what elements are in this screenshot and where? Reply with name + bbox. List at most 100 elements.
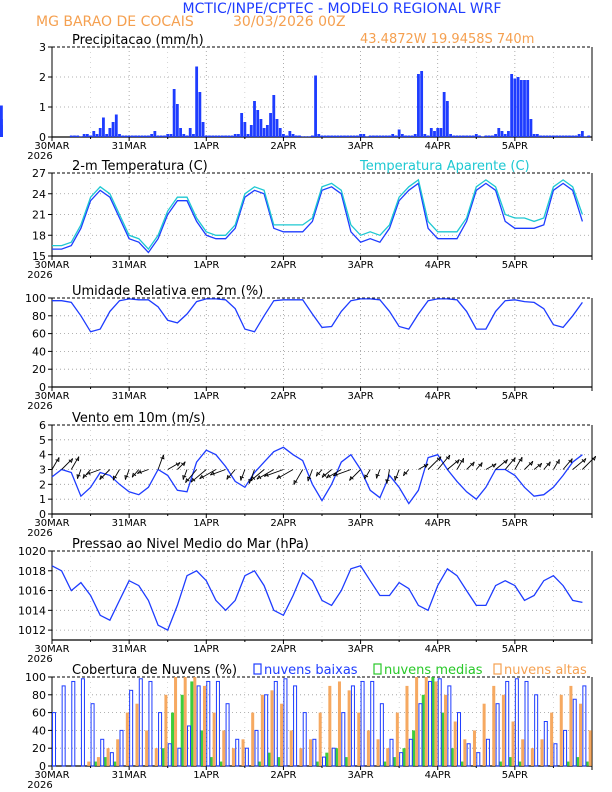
wind-arrow <box>572 458 587 470</box>
precip-bar <box>285 135 289 137</box>
precip-bar <box>397 129 401 137</box>
wind-arrow-head <box>263 472 269 478</box>
cloud-bar-mid <box>392 757 396 766</box>
precip-bar <box>211 135 215 137</box>
y-tick-label: 100 <box>25 671 46 684</box>
cloud-bar-low <box>235 738 240 767</box>
cloud-bar-high <box>145 730 149 766</box>
precip-bar <box>246 134 250 137</box>
precip-bar <box>105 134 109 137</box>
x-tick-label: 30MAR <box>34 518 69 529</box>
wind-arrow <box>185 469 197 483</box>
wind-arrow-head <box>394 475 399 481</box>
cloud-bar-high <box>579 703 583 766</box>
cloud-bar-low <box>71 680 76 767</box>
cloud-bar-high <box>260 694 264 766</box>
precip-bar <box>188 128 192 137</box>
x-tick-label: 30MAR <box>34 770 69 781</box>
wind-arrow-head <box>55 457 60 463</box>
precip-bar <box>156 135 160 137</box>
x-tick-label: 3APR <box>347 141 373 152</box>
precip-bar <box>307 136 311 137</box>
legend-swatch <box>493 663 502 675</box>
precip-bar <box>465 135 469 137</box>
x-tick-label: 4APR <box>425 518 451 529</box>
header-run: 30/03/2026 00Z <box>233 14 346 30</box>
header-location: MG BARAO DE COCAIS <box>36 14 194 30</box>
wind-arrow-head <box>99 474 104 480</box>
y-tick-label: 40 <box>32 345 46 358</box>
wind-arrow-head <box>239 475 244 481</box>
precip-bar <box>455 135 459 137</box>
precip-bar <box>147 135 150 137</box>
precip-bar <box>561 135 565 137</box>
y-tick-label: 1014 <box>18 604 46 617</box>
precip-bar <box>449 134 452 137</box>
precip-bar <box>420 71 424 137</box>
precip-bar <box>108 128 112 137</box>
y-tick-label: 24 <box>32 188 46 201</box>
precip-bar <box>73 135 76 137</box>
cloud-bar-high <box>164 694 168 766</box>
y-tick-label: 21 <box>32 209 46 222</box>
cloud-bar-high <box>386 748 390 766</box>
cloud-bar-low <box>322 756 327 767</box>
precip-bar <box>548 135 552 137</box>
cloud-bar-high <box>87 761 91 766</box>
precip-bar <box>545 135 549 137</box>
wind-arrow-head <box>403 471 408 476</box>
wind-arrow-head <box>332 472 338 477</box>
precip-bar <box>513 78 517 137</box>
cloud-bar-mid <box>460 761 464 766</box>
precip-bar <box>503 134 507 137</box>
precip-bar <box>320 135 324 137</box>
cloud-bar-low <box>418 703 423 767</box>
precip-bar <box>159 135 163 137</box>
y-tick-label: 0 <box>39 760 46 773</box>
wind-arrow <box>61 458 73 470</box>
cloud-bar-low <box>138 678 143 767</box>
precip-bar <box>182 134 186 137</box>
wind-arrow <box>51 457 60 470</box>
y-tick-label: 0 <box>39 131 46 144</box>
x-tick-label: 31MAR <box>112 518 147 529</box>
x-tick-label: 30MAR <box>34 391 69 402</box>
cloud-bar-low <box>158 712 163 767</box>
x-tick-label: 31MAR <box>112 644 147 655</box>
precip-bar <box>85 134 89 137</box>
precip-bar <box>388 135 391 137</box>
wind-arrow-head <box>349 475 354 481</box>
y-tick-label: 1016 <box>18 585 46 598</box>
precip-bar <box>172 89 176 137</box>
cloud-bar-mid <box>315 761 319 766</box>
precip-bar <box>249 125 253 137</box>
precip-bar <box>490 135 494 137</box>
wind-arrow <box>112 469 120 481</box>
cloud-bar-low <box>206 680 211 767</box>
y-tick-label: 2 <box>39 71 46 84</box>
precip-bar <box>224 135 227 137</box>
precip-bar <box>471 135 475 137</box>
cloud-bar-high <box>434 681 438 766</box>
cloud-bar-low <box>572 698 577 767</box>
wind-arrow <box>326 469 342 479</box>
cloud-bar-low <box>283 678 288 767</box>
precip-bar <box>407 135 411 137</box>
wind-arrow-head <box>68 458 74 464</box>
y-tick-label: 60 <box>32 707 46 720</box>
precip-bar <box>577 134 581 137</box>
cloud-bar-mid <box>402 748 406 766</box>
y-tick-label: 1012 <box>18 624 46 637</box>
x-year-label: 2026 <box>27 528 52 539</box>
panel-title: Umidade Relativa em 2m (%) <box>72 284 263 299</box>
wind-arrow-head <box>250 476 256 481</box>
precip-bar <box>121 135 125 137</box>
wind-arrow <box>77 469 82 479</box>
precip-bar <box>265 125 269 137</box>
wind-arrow <box>376 469 381 479</box>
precip-bar <box>208 135 211 137</box>
precip-bar <box>150 134 154 137</box>
precip-bar <box>140 135 144 137</box>
cloud-bar-low <box>563 729 568 767</box>
precip-bar <box>220 135 224 137</box>
